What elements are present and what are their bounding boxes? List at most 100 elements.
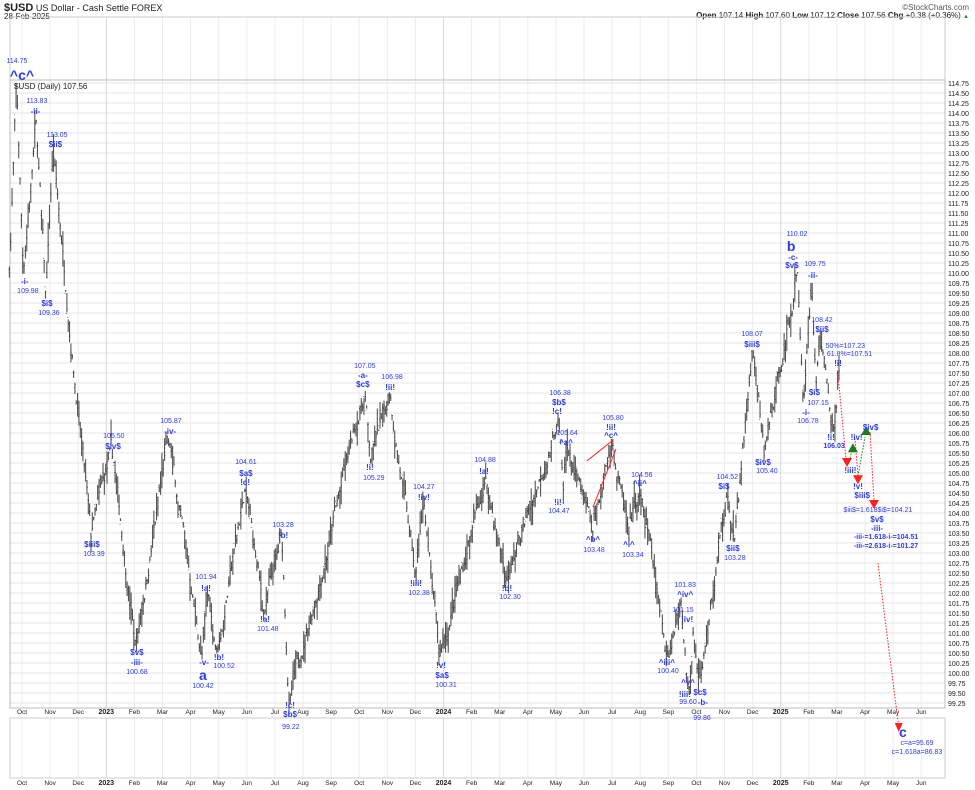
wave-label: 61.8%=107.51 bbox=[826, 351, 873, 358]
y-tick-label: 109.75 bbox=[948, 281, 970, 288]
wave-label: 99.22 bbox=[282, 724, 300, 732]
wave-label: ^a^ bbox=[559, 438, 573, 447]
wave-label: !i! bbox=[827, 433, 835, 443]
wave-label: $b$ bbox=[552, 398, 566, 407]
wave-label: 105.80 bbox=[602, 415, 624, 422]
wave-label: 100.52 bbox=[213, 663, 235, 670]
y-tick-label: 104.25 bbox=[948, 501, 970, 508]
y-tick-label: 110.00 bbox=[948, 271, 969, 278]
y-tick-label: 111.00 bbox=[948, 231, 968, 238]
low-label: Low bbox=[792, 11, 809, 20]
wave-label: 104.47 bbox=[548, 508, 570, 516]
x-tick-label-lower: Jun bbox=[916, 780, 927, 787]
wave-label: 100.42 bbox=[192, 683, 214, 690]
x-tick-label: Sep bbox=[663, 709, 675, 716]
wave-label: ^v^ bbox=[681, 678, 695, 687]
y-tick-label: 111.25 bbox=[948, 221, 968, 228]
wave-label: !a! bbox=[260, 615, 270, 625]
y-tick-label: 102.25 bbox=[948, 581, 970, 588]
wave-label: !a! bbox=[201, 584, 211, 593]
y-tick-label: 103.25 bbox=[948, 541, 970, 548]
wave-label: -b- bbox=[697, 698, 708, 707]
wave-label: -ii- bbox=[30, 107, 41, 117]
x-tick-label: Oct bbox=[691, 709, 701, 716]
wave-label: $i$ bbox=[808, 388, 820, 397]
y-tick-label: 104.50 bbox=[948, 491, 970, 498]
projection-line bbox=[877, 562, 900, 728]
x-tick-label-lower: Apr bbox=[186, 780, 197, 787]
y-tick-label: 107.50 bbox=[948, 371, 970, 378]
x-tick-label-lower: May bbox=[550, 780, 563, 787]
y-tick-label: 113.00 bbox=[948, 151, 969, 158]
y-tick-label: 105.00 bbox=[948, 471, 970, 478]
x-tick-label-lower: Nov bbox=[719, 780, 731, 787]
wave-label: 104.56 bbox=[631, 472, 653, 480]
trend-line bbox=[592, 448, 617, 508]
y-tick-label: 103.75 bbox=[948, 521, 970, 528]
wave-label: 103.39 bbox=[83, 551, 105, 558]
x-tick-label-lower: Feb bbox=[129, 780, 141, 787]
x-tick-label-lower: Sep bbox=[325, 780, 337, 787]
x-tick-label-lower: Jul bbox=[608, 780, 617, 787]
y-tick-label: 113.25 bbox=[948, 141, 969, 148]
x-tick-label-lower: Mar bbox=[494, 780, 506, 787]
y-tick-label: 99.75 bbox=[948, 681, 966, 688]
y-tick-label: 110.75 bbox=[948, 241, 969, 248]
x-tick-label: Jun bbox=[916, 709, 927, 716]
wave-label: $a$ bbox=[239, 469, 253, 479]
x-tick-label: 2024 bbox=[436, 709, 452, 716]
x-tick-label-lower: Apr bbox=[523, 780, 534, 787]
wave-label: ^c^ bbox=[9, 67, 35, 83]
y-tick-label: 107.00 bbox=[948, 391, 970, 398]
wave-label: 108.07 bbox=[741, 331, 763, 338]
wave-label: ^iii^ bbox=[658, 658, 675, 667]
y-tick-label: 99.50 bbox=[948, 691, 966, 698]
wave-label: ^ii^ bbox=[633, 479, 647, 489]
wave-label: 101.94 bbox=[195, 574, 217, 582]
wave-label: !c! bbox=[552, 407, 562, 417]
wave-label: -iii- bbox=[871, 524, 884, 533]
wave-label: $a$ bbox=[435, 671, 449, 681]
y-tick-label: 101.00 bbox=[948, 631, 970, 638]
wave-label: !i! bbox=[834, 359, 842, 369]
wave-label: 99.86 bbox=[693, 715, 711, 722]
wave-label: 101.15 bbox=[672, 607, 694, 614]
x-tick-label: Aug bbox=[297, 709, 309, 716]
x-tick-label-lower: Dec bbox=[410, 780, 422, 787]
x-tick-label: Feb bbox=[129, 709, 141, 716]
wave-label: !iii! bbox=[409, 579, 422, 589]
symbol-name: US Dollar - Cash Settle FOREX bbox=[35, 3, 163, 13]
down-arrow-icon bbox=[868, 500, 879, 509]
wave-label: -v- bbox=[199, 658, 209, 667]
x-tick-label-lower: Dec bbox=[72, 780, 84, 787]
x-tick-label: Mar bbox=[494, 709, 506, 716]
wave-label: c=a=95.69 bbox=[900, 740, 934, 748]
y-tick-label: 112.00 bbox=[948, 191, 969, 198]
wave-label: !iii! bbox=[844, 466, 857, 475]
wave-label: $v$ bbox=[870, 515, 884, 524]
wave-label: 100.68 bbox=[126, 669, 148, 676]
wave-label: $c$ bbox=[356, 380, 370, 389]
y-tick-label: 102.00 bbox=[948, 591, 970, 598]
x-tick-label: Dec bbox=[410, 709, 422, 716]
high-label: High bbox=[745, 11, 764, 20]
y-axis: 99.25 99.50 99.75 100.00 100.25 100.50 100.75 1… bbox=[948, 81, 970, 708]
wave-label: !i! bbox=[366, 463, 374, 473]
wave-label: $iv$ bbox=[755, 458, 771, 467]
ohlc-readout: Open 107.14 High 107.60 Low 107.12 Close… bbox=[696, 11, 969, 20]
x-tick-label-lower: May bbox=[213, 780, 226, 787]
wave-label: 100.31 bbox=[435, 681, 457, 689]
wave-label: 107.15 bbox=[807, 400, 829, 408]
chg-label: Chg bbox=[887, 11, 904, 20]
wave-label: 106.78 bbox=[797, 418, 819, 426]
y-tick-label: 112.50 bbox=[948, 171, 969, 178]
x-tick-label-lower: Nov bbox=[44, 780, 56, 787]
wave-label: 105.64 bbox=[556, 430, 578, 438]
wave-label: 105.40 bbox=[756, 468, 778, 476]
x-tick-label-lower: Oct bbox=[17, 780, 27, 787]
x-tick-label: Mar bbox=[157, 709, 169, 716]
wave-label: 104.88 bbox=[474, 457, 496, 464]
wave-label: 113.05 bbox=[46, 132, 68, 140]
wave-label: 102.30 bbox=[499, 594, 521, 602]
